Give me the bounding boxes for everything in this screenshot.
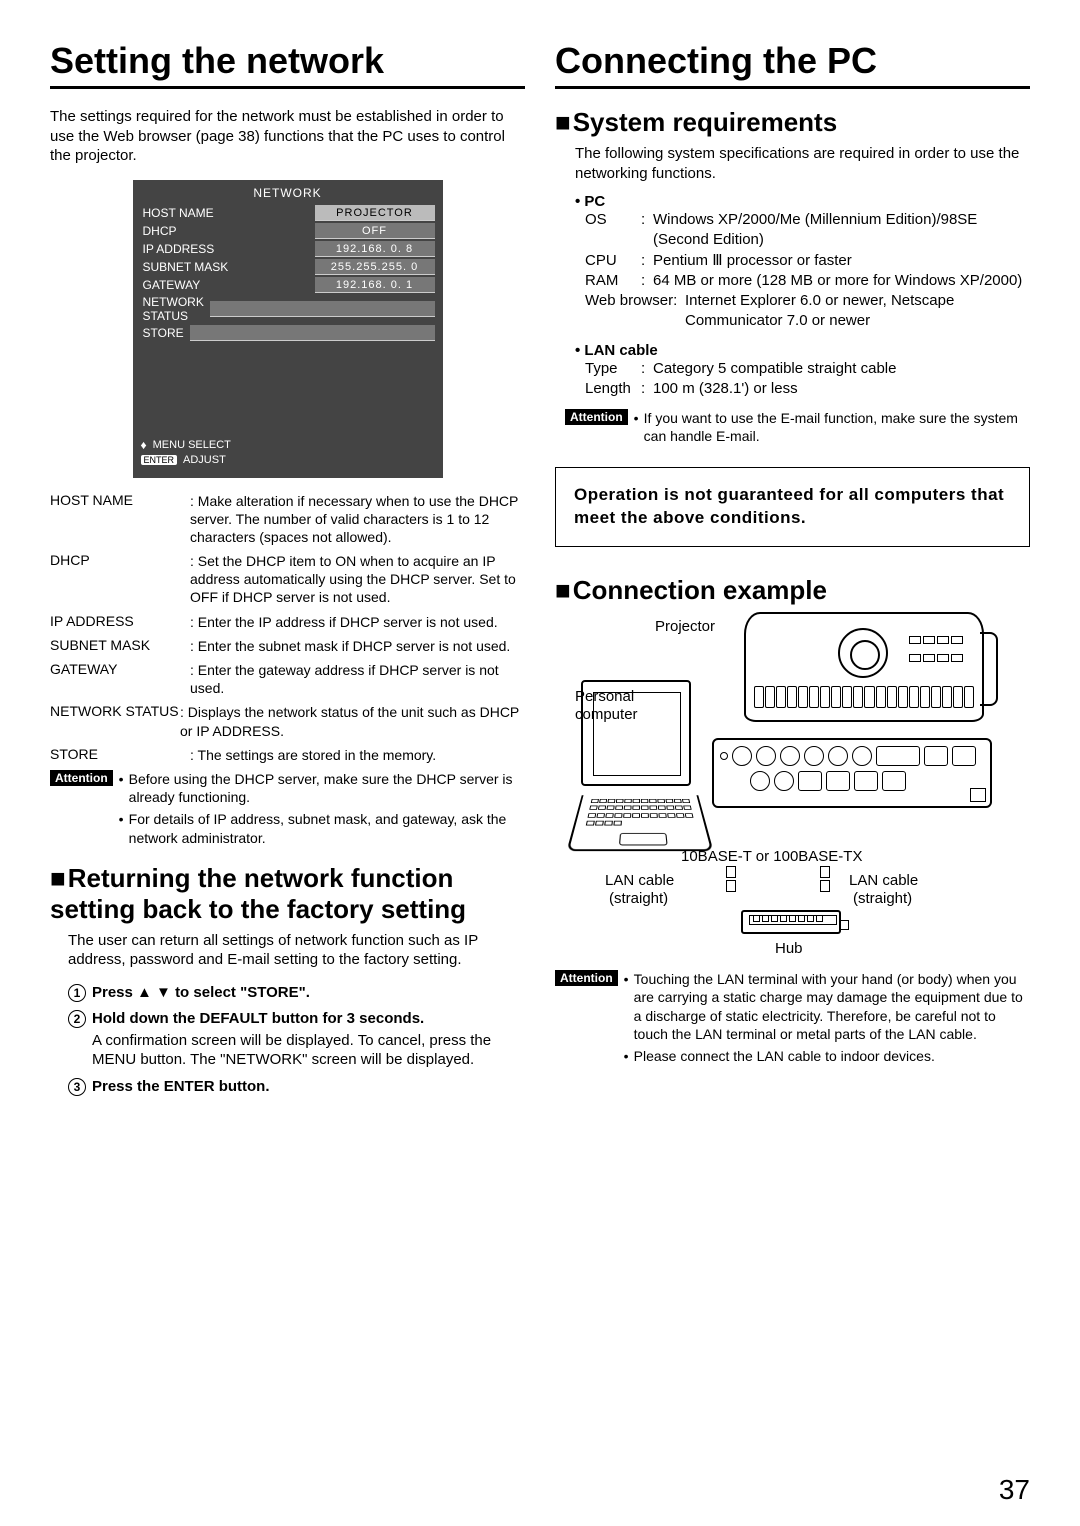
def-netstatus-label: NETWORK STATUS <box>50 703 190 739</box>
step-3-num: 3 <box>68 1078 86 1096</box>
panel-row-gateway-label: GATEWAY <box>141 278 201 292</box>
spec-cpu-v: Pentium Ⅲ processor or faster <box>653 251 1030 271</box>
spec-lan-type-v: Category 5 compatible straight cable <box>653 359 1030 379</box>
diagram-label-lan-r2: (straight) <box>853 890 912 907</box>
spec-pc-title: • PC <box>575 193 1030 210</box>
panel-footer-adjust: ADJUST <box>183 454 226 466</box>
heading-system-requirements: System requirements <box>555 107 1030 138</box>
spec-ram-v: 64 MB or more (128 MB or more for Window… <box>653 271 1030 291</box>
panel-footer-menu: MENU SELECT <box>153 439 231 451</box>
spec-lan-title: • LAN cable <box>575 342 1030 359</box>
warning-box: Operation is not guaranteed for all comp… <box>555 467 1030 547</box>
def-dhcp-text: : Set the DHCP item to ON when to acquir… <box>190 552 525 607</box>
heading-connecting-pc: Connecting the PC <box>555 40 1030 89</box>
heading-connection-example: Connection example <box>555 575 1030 606</box>
page-number: 37 <box>999 1474 1030 1506</box>
panel-row-dhcp-label: DHCP <box>141 224 177 238</box>
def-host-name-label: HOST NAME <box>50 492 190 547</box>
connection-diagram: Projector Personal computer 10BASE-T or … <box>555 612 1030 962</box>
spec-wb-v: Internet Explorer 6.0 or newer, Netscape… <box>685 291 1030 332</box>
step-2-num: 2 <box>68 1010 86 1028</box>
diagram-label-lan-l2: (straight) <box>609 890 668 907</box>
def-ip-label: IP ADDRESS <box>50 613 190 631</box>
panel-row-netstatus-label: NETWORK STATUS <box>141 295 204 323</box>
attention-left: Attention Before using the DHCP server, … <box>50 770 525 851</box>
panel-row-ip-label: IP ADDRESS <box>141 242 215 256</box>
panel-row-dhcp-value: OFF <box>315 223 435 239</box>
attention-conn-item-1: Touching the LAN terminal with your hand… <box>624 970 1030 1043</box>
diagram-label-lan-l1: LAN cable <box>605 872 674 889</box>
diagram-label-lan-r1: LAN cable <box>849 872 918 889</box>
attention-badge-sysreq: Attention <box>565 409 628 425</box>
step-1-head: Press ▲ ▼ to select "STORE". <box>92 984 310 1002</box>
panel-row-ip-value: 192.168. 0. 8 <box>315 241 435 257</box>
network-menu-panel: NETWORK HOST NAME PROJECTOR DHCP OFF IP AD… <box>133 180 443 478</box>
panel-row-store-value <box>190 325 435 341</box>
step-2-body: A confirmation screen will be displayed.… <box>68 1031 525 1070</box>
sysreq-intro: The following system specifications are … <box>555 144 1030 183</box>
def-store-text: : The settings are stored in the memory. <box>190 746 525 764</box>
intro-text: The settings required for the network mu… <box>50 107 525 166</box>
definition-list: HOST NAME: Make alteration if necessary … <box>50 492 525 764</box>
def-store-label: STORE <box>50 746 190 764</box>
panel-title: NETWORK <box>141 186 435 200</box>
returning-intro: The user can return all settings of netw… <box>50 931 525 970</box>
panel-row-subnet-value: 255.255.255. 0 <box>315 259 435 275</box>
step-3-head: Press the ENTER button. <box>92 1078 270 1096</box>
spec-lan-len-v: 100 m (328.1') or less <box>653 379 1030 399</box>
diagram-hub-icon <box>741 910 841 934</box>
def-subnet-label: SUBNET MASK <box>50 637 190 655</box>
panel-row-netstatus-value <box>210 301 435 317</box>
heading-returning: Returning the network function setting b… <box>50 863 525 925</box>
attention-conn-item-2: Please connect the LAN cable to indoor d… <box>624 1047 1030 1065</box>
diagram-plug-icon <box>726 866 736 878</box>
panel-row-host-name-label: HOST NAME <box>141 206 214 220</box>
step-1-num: 1 <box>68 984 86 1002</box>
heading-setting-network: Setting the network <box>50 40 525 89</box>
spec-ram-k: RAM <box>585 271 641 291</box>
attention-item-1: Before using the DHCP server, make sure … <box>119 770 525 806</box>
diagram-wires <box>555 612 855 762</box>
panel-row-gateway-value: 192.168. 0. 1 <box>315 277 435 293</box>
def-gateway-label: GATEWAY <box>50 661 190 697</box>
spec-wb-k: Web browser: <box>585 291 685 332</box>
spec-cpu-k: CPU <box>585 251 641 271</box>
attention-badge: Attention <box>50 770 113 786</box>
step-2-head: Hold down the DEFAULT button for 3 secon… <box>92 1010 424 1028</box>
attention-item-2: For details of IP address, subnet mask, … <box>119 810 525 846</box>
panel-footer-enter: ENTER <box>141 455 178 465</box>
def-ip-text: : Enter the IP address if DHCP server is… <box>190 613 525 631</box>
updown-arrow-icon: ♦ <box>141 438 147 452</box>
spec-os-v: Windows XP/2000/Me (Millennium Edition)/… <box>653 210 1030 251</box>
spec-os-k: OS <box>585 210 641 251</box>
def-netstatus-text: : Displays the network status of the uni… <box>180 703 525 739</box>
spec-lan-len-k: Length <box>585 379 641 399</box>
attention-sysreq-text: If you want to use the E-mail function, … <box>634 409 1030 445</box>
panel-row-host-name-value: PROJECTOR <box>315 205 435 221</box>
panel-row-store-label: STORE <box>141 326 184 340</box>
panel-row-subnet-label: SUBNET MASK <box>141 260 229 274</box>
attention-badge-conn: Attention <box>555 970 618 986</box>
diagram-plug-icon <box>820 866 830 878</box>
diagram-plug-icon <box>820 880 830 892</box>
def-subnet-text: : Enter the subnet mask if DHCP server i… <box>190 637 525 655</box>
spec-lan-type-k: Type <box>585 359 641 379</box>
diagram-label-hub: Hub <box>775 940 803 957</box>
def-dhcp-label: DHCP <box>50 552 190 607</box>
def-host-name-text: : Make alteration if necessary when to u… <box>190 492 525 547</box>
def-gateway-text: : Enter the gateway address if DHCP serv… <box>190 661 525 697</box>
diagram-plug-icon <box>726 880 736 892</box>
